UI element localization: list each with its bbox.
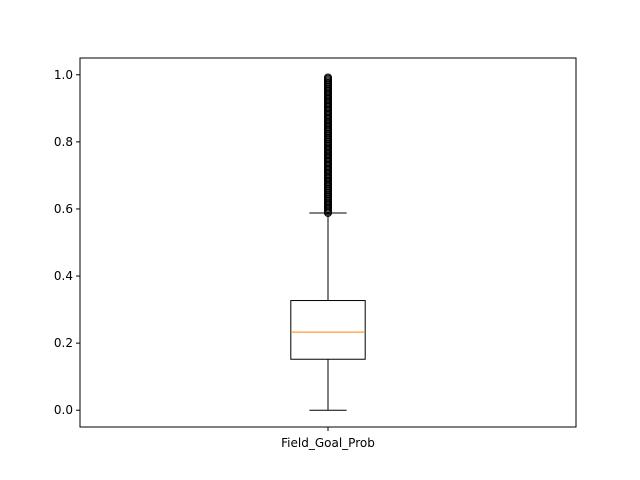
y-axis: 0.0 0.2 0.4 0.6 0.8 1.0 bbox=[54, 68, 80, 417]
y-tick-label: 0.2 bbox=[54, 336, 73, 350]
y-tick-label: 0.0 bbox=[54, 403, 73, 417]
y-tick-label: 0.4 bbox=[54, 269, 73, 283]
y-tick-label: 0.6 bbox=[54, 202, 73, 216]
y-tick-label: 1.0 bbox=[54, 68, 73, 82]
outlier-points bbox=[324, 73, 332, 217]
y-tick-label: 0.8 bbox=[54, 135, 73, 149]
box-plot-marks bbox=[290, 73, 366, 411]
plot-frame bbox=[79, 57, 577, 428]
outlier-point bbox=[324, 73, 332, 82]
x-tick-label: Field_Goal_Prob bbox=[281, 436, 375, 450]
iqr-box bbox=[290, 300, 366, 360]
x-axis: Field_Goal_Prob bbox=[281, 427, 375, 450]
